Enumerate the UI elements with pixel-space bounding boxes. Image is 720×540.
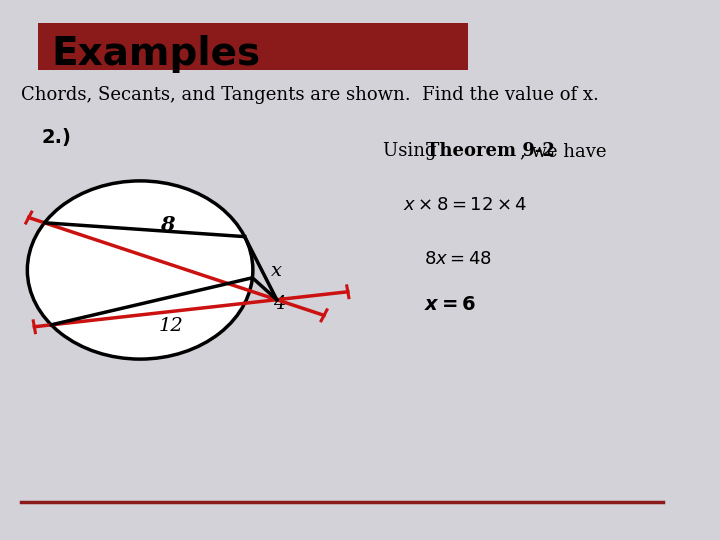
Text: Examples: Examples: [51, 35, 261, 73]
Text: Theorem 9-2: Theorem 9-2: [426, 142, 554, 160]
Text: 8: 8: [160, 215, 174, 235]
Text: 4: 4: [273, 295, 285, 313]
Text: 2.): 2.): [41, 128, 71, 147]
Text: Chords, Secants, and Tangents are shown.  Find the value of x.: Chords, Secants, and Tangents are shown.…: [20, 85, 598, 104]
Text: 12: 12: [158, 316, 184, 335]
Text: , we have: , we have: [520, 142, 606, 160]
Text: $\boldsymbol{x = 6}$: $\boldsymbol{x = 6}$: [423, 296, 475, 314]
FancyBboxPatch shape: [37, 23, 468, 70]
Circle shape: [27, 181, 253, 359]
Text: Using: Using: [383, 142, 442, 160]
Text: $x \times 8 = 12 \times 4$: $x \times 8 = 12 \times 4$: [403, 196, 528, 214]
Text: $8x = 48$: $8x = 48$: [423, 250, 492, 268]
Text: x: x: [271, 262, 282, 280]
